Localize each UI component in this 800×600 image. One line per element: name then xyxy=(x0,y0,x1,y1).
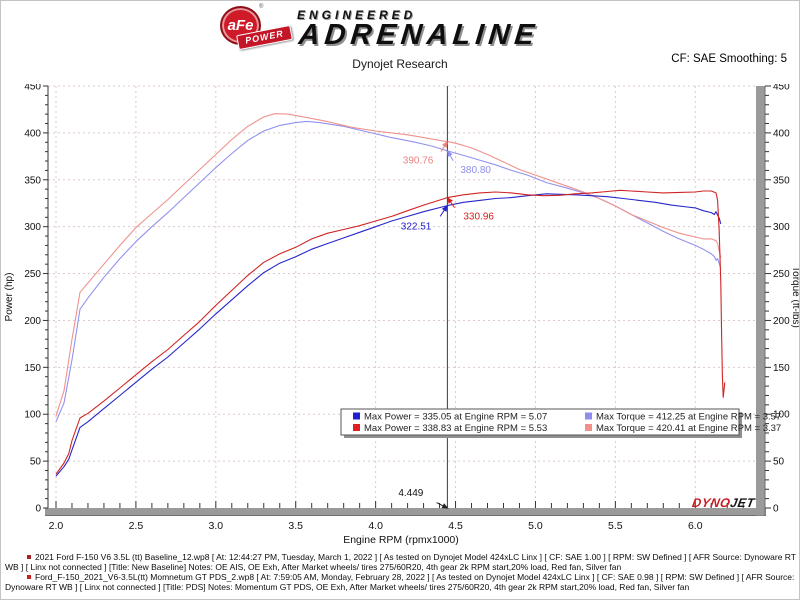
legend-swatch xyxy=(353,412,360,420)
legend-entry-label: Max Power = 338.83 at Engine RPM = 5.53 xyxy=(364,423,547,434)
legend-entry-label: Max Power = 335.05 at Engine RPM = 5.07 xyxy=(364,412,547,423)
registered-mark-icon: ® xyxy=(259,4,264,10)
y-axis-title-left: Power (hp) xyxy=(4,273,15,322)
run-info-footer: 2021 Ford F-150 V6 3.5L (tt) Baseline_12… xyxy=(1,552,799,593)
dynojet-logo: DYNOJET xyxy=(691,496,757,510)
brand-adrenaline: ADRENALINE xyxy=(297,19,541,51)
x-tick-label: 2.0 xyxy=(49,520,64,532)
y-tick-label-right: 150 xyxy=(773,363,790,374)
y2-axis-title-group: Torque (ft-lbs) xyxy=(790,266,800,328)
legend-entry-label: Max Torque = 420.41 at Engine RPM = 3.37 xyxy=(596,423,781,434)
run-info-text: 2021 Ford F-150 V6 3.5L (tt) Baseline_12… xyxy=(5,552,796,572)
run-info-text: Ford_F-150_2021_V6-3.5L(tt) Momnetum GT … xyxy=(5,572,795,592)
y-tick-label-left: 100 xyxy=(24,410,41,421)
annotation-arrowhead xyxy=(446,196,453,204)
annotation-value-label: 330.96 xyxy=(463,212,494,223)
header: aFe ® POWER ENGINEERED ADRENALINE Dynoje… xyxy=(1,1,799,84)
annotation-value-label: 390.76 xyxy=(403,156,434,167)
y-tick-label-right: 400 xyxy=(773,128,790,139)
y-tick-label-left: 150 xyxy=(24,363,41,374)
run-info-entry: 2021 Ford F-150 V6 3.5L (tt) Baseline_12… xyxy=(5,552,799,572)
y-tick-label-left: 300 xyxy=(24,222,41,233)
y-tick-label-left: 200 xyxy=(24,316,41,327)
curve-torque-baseline xyxy=(55,120,722,422)
y-tick-label-left: 50 xyxy=(30,457,42,468)
legend-box xyxy=(340,408,740,436)
annotation-arrowhead xyxy=(446,150,453,158)
y-tick-label-right: 50 xyxy=(773,457,785,468)
x-tick-label: 3.5 xyxy=(288,520,303,532)
y-tick-label-left: 400 xyxy=(24,128,41,139)
annotation-arrowhead xyxy=(441,503,449,509)
run-info-entry: Ford_F-150_2021_V6-3.5L(tt) Momnetum GT … xyxy=(5,572,799,592)
curve-torque-pds xyxy=(55,113,722,417)
y-tick-label-right: 200 xyxy=(773,316,790,327)
y2-axis-title-right: Torque (ft-lbs) xyxy=(790,266,800,328)
y-tick-label-left: 450 xyxy=(24,84,41,93)
y2-axis-bar xyxy=(756,86,765,516)
y-tick-label-right: 300 xyxy=(773,222,790,233)
x-tick-label: 2.5 xyxy=(129,520,144,532)
y-tick-label-right: 450 xyxy=(773,84,790,93)
annotation-arrowhead xyxy=(442,140,448,148)
annotation-value-label: 380.80 xyxy=(460,165,491,176)
y-tick-label-left: 0 xyxy=(35,504,41,515)
legend-swatch xyxy=(585,424,592,431)
brand-block: ENGINEERED ADRENALINE xyxy=(297,8,541,52)
y-tick-label-right: 0 xyxy=(773,504,779,515)
curve-power-baseline xyxy=(55,193,722,477)
x-tick-label: 4.0 xyxy=(368,520,383,532)
dyno-chart: 0 0 50 50 100 100 150 150 200 200 250 250 300 300 350 3… xyxy=(4,84,800,546)
legend-swatch xyxy=(353,424,360,431)
brand-engineered: ENGINEERED xyxy=(297,8,417,22)
dynojet-logo-text: DYNOJET xyxy=(691,496,757,510)
run-bullet-icon xyxy=(27,575,31,580)
y-axis-title-group: Power (hp) xyxy=(4,273,15,322)
x-tick-label: 6.0 xyxy=(688,520,703,532)
y-tick-label-right: 350 xyxy=(773,175,790,186)
annotation-arrowhead xyxy=(441,204,448,212)
annotation-value-label: 322.51 xyxy=(401,222,432,233)
x-axis-bar xyxy=(45,508,766,516)
y-tick-label-left: 250 xyxy=(24,269,41,280)
y-tick-label-right: 100 xyxy=(773,410,790,421)
legend-entry-label: Max Torque = 412.25 at Engine RPM = 3.57 xyxy=(596,412,781,423)
y-tick-label-left: 350 xyxy=(24,175,41,186)
legend-swatch xyxy=(585,412,592,420)
cursor-value-label: 4.449 xyxy=(398,488,423,499)
x-axis-title: Engine RPM (rpmx1000) xyxy=(343,534,459,546)
chart-subtitle: Dynojet Research xyxy=(352,57,448,71)
afe-logo-text: aFe xyxy=(227,17,254,34)
x-tick-label: 5.5 xyxy=(608,520,623,532)
x-tick-label: 5.0 xyxy=(528,520,543,532)
x-tick-label: 3.0 xyxy=(209,520,224,532)
smoothing-label: CF: SAE Smoothing: 5 xyxy=(671,53,787,65)
run-bullet-icon xyxy=(27,555,31,559)
x-tick-label: 4.5 xyxy=(448,520,463,532)
y-tick-label-right: 250 xyxy=(773,269,790,280)
